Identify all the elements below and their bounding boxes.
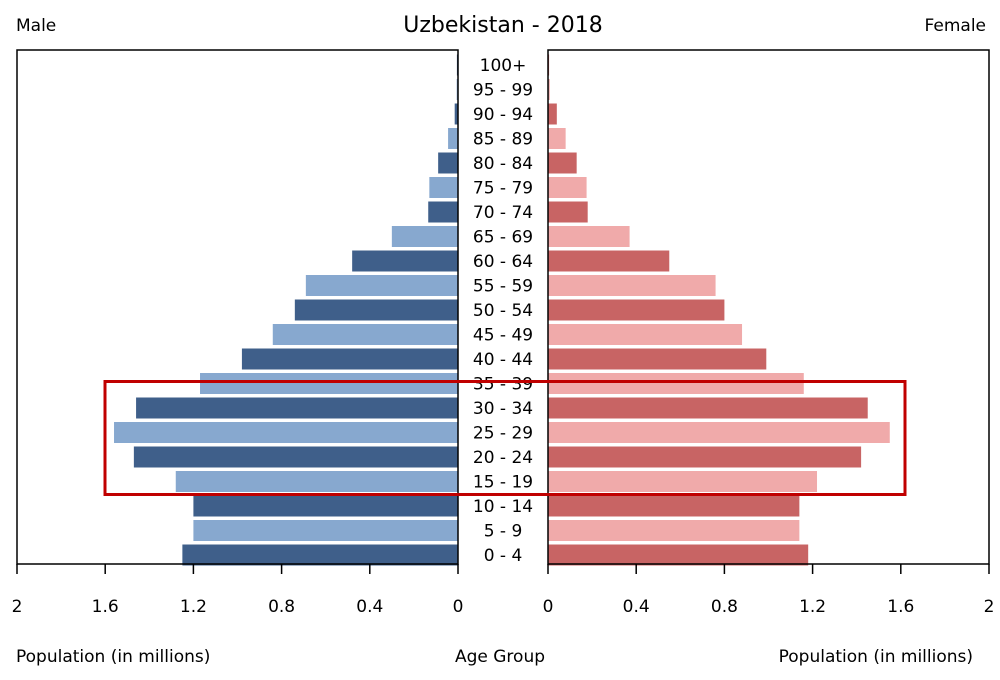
female-bar-80-84: [548, 152, 577, 174]
female-tick-label-2: 2: [984, 597, 995, 617]
age-label-10-14: 10 - 14: [473, 497, 533, 517]
male-bar-30-34: [136, 397, 458, 419]
male-bar-10-14: [193, 495, 458, 517]
female-tick-label-0-8: 0.8: [711, 597, 738, 617]
male-tick-label-0-8: 0.8: [268, 597, 295, 617]
male-bar-55-59: [305, 275, 458, 296]
female-bar-5-9: [548, 520, 800, 541]
female-bar-45-49: [548, 324, 743, 345]
age-label-95-99: 95 - 99: [473, 81, 533, 101]
female-bar-40-44: [548, 348, 767, 370]
age-label-100plus: 100+: [480, 56, 527, 76]
male-bar-25-29: [114, 422, 459, 443]
male-bar-5-9: [193, 520, 458, 541]
female-bar-85-89: [548, 128, 566, 149]
female-bar-10-14: [548, 495, 800, 517]
female-tick-label-0-4: 0.4: [623, 597, 650, 617]
male-bar-35-39: [200, 373, 458, 394]
female-x-axis: 2 1.6 1.2 0.8 0.4 0: [543, 564, 995, 617]
male-bar-20-24: [133, 446, 459, 468]
male-tick-label-0-4: 0.4: [356, 597, 383, 617]
male-bars: [114, 54, 459, 566]
age-label-90-94: 90 - 94: [473, 105, 533, 125]
female-bar-50-54: [548, 299, 725, 321]
age-label-75-79: 75 - 79: [473, 179, 533, 199]
female-bar-35-39: [548, 373, 804, 394]
male-bar-90-94: [454, 103, 458, 125]
age-label-30-34: 30 - 34: [473, 399, 533, 419]
male-tick-label-2: 2: [12, 597, 23, 617]
age-label-45-49: 45 - 49: [473, 326, 533, 346]
age-label-20-24: 20 - 24: [473, 448, 533, 468]
age-group-labels: 100+ 95 - 99 90 - 94 85 - 89 80 - 84 75 - 79 7…: [473, 56, 533, 566]
female-plot-frame: [547, 49, 990, 565]
female-bar-30-34: [548, 397, 868, 419]
female-bar-95-99: [548, 79, 550, 100]
male-bar-75-79: [429, 177, 458, 198]
age-label-40-44: 40 - 44: [473, 350, 533, 370]
age-label-55-59: 55 - 59: [473, 277, 533, 297]
age-group-axis-title: Age Group: [455, 647, 545, 667]
female-tick-label-1-6: 1.6: [887, 597, 914, 617]
female-bar-70-74: [548, 201, 588, 223]
male-plot-frame: [16, 49, 459, 565]
female-bar-15-19: [548, 471, 818, 492]
age-label-50-54: 50 - 54: [473, 301, 533, 321]
male-bar-70-74: [428, 201, 458, 223]
male-tick-label-0: 0: [453, 597, 464, 617]
male-side-label: Male: [16, 16, 56, 36]
male-x-axis: 2 1.6 1.2 0.8 0.4 0: [12, 564, 464, 617]
female-bar-75-79: [548, 177, 587, 198]
male-bar-50-54: [294, 299, 458, 321]
male-bar-65-69: [391, 226, 458, 247]
highlight-box: [103, 380, 907, 496]
male-bar-45-49: [272, 324, 458, 345]
male-bar-40-44: [241, 348, 458, 370]
female-tick-label-0: 0: [543, 597, 554, 617]
age-label-5-9: 5 - 9: [484, 522, 523, 542]
male-x-axis-title: Population (in millions): [16, 647, 210, 667]
male-bar-85-89: [448, 128, 458, 149]
male-bar-15-19: [175, 471, 458, 492]
female-bar-90-94: [548, 103, 557, 125]
female-bar-25-29: [548, 422, 890, 443]
age-label-60-64: 60 - 64: [473, 252, 533, 272]
chart-title: Uzbekistan - 2018: [403, 13, 602, 38]
male-bar-80-84: [438, 152, 458, 174]
female-side-label: Female: [925, 16, 986, 36]
male-bar-60-64: [352, 250, 458, 272]
age-label-0-4: 0 - 4: [484, 546, 523, 566]
female-tick-label-1-2: 1.2: [799, 597, 826, 617]
age-label-25-29: 25 - 29: [473, 424, 533, 444]
age-label-35-39: 35 - 39: [473, 375, 533, 395]
male-tick-label-1-6: 1.6: [92, 597, 119, 617]
female-bar-0-4: [548, 544, 809, 566]
age-label-70-74: 70 - 74: [473, 203, 533, 223]
female-x-axis-title: Population (in millions): [779, 647, 973, 667]
female-bar-20-24: [548, 446, 862, 468]
female-bar-65-69: [548, 226, 630, 247]
age-label-80-84: 80 - 84: [473, 154, 533, 174]
age-label-65-69: 65 - 69: [473, 228, 533, 248]
female-bar-60-64: [548, 250, 670, 272]
female-bars: [548, 54, 890, 566]
female-bar-55-59: [548, 275, 716, 296]
male-bar-0-4: [182, 544, 458, 566]
age-label-85-89: 85 - 89: [473, 130, 533, 150]
age-label-15-19: 15 - 19: [473, 473, 533, 493]
male-tick-label-1-2: 1.2: [180, 597, 207, 617]
